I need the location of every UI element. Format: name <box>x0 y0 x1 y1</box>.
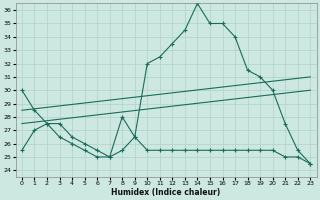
X-axis label: Humidex (Indice chaleur): Humidex (Indice chaleur) <box>111 188 221 197</box>
